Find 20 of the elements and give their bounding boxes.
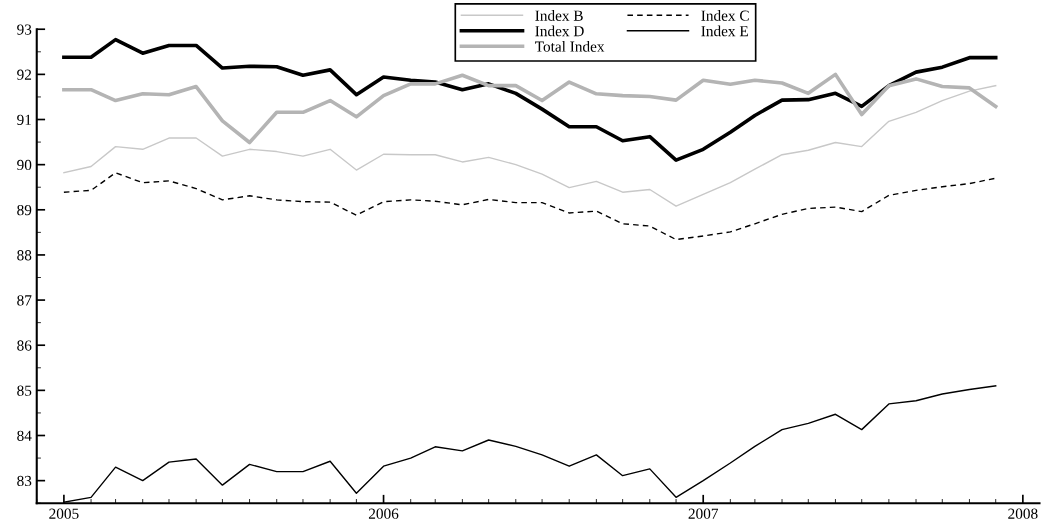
y-tick-label: 83 <box>17 475 32 487</box>
y-tick-label: 84 <box>17 430 32 441</box>
y-tick-label: 92 <box>17 69 32 80</box>
y-tick-label: 91 <box>17 114 31 125</box>
x-tick-label: 2005 <box>49 508 79 519</box>
y-tick-label: 86 <box>17 340 32 351</box>
y-tick-label: 87 <box>17 295 32 306</box>
legend-label: Index E <box>701 25 748 37</box>
y-tick-label: 90 <box>17 159 32 171</box>
legend-label: Index B <box>535 10 583 21</box>
x-tick-label: 2006 <box>368 508 399 519</box>
x-tick-label: 2008 <box>1008 508 1038 519</box>
y-tick-label: 93 <box>17 24 32 35</box>
legend-label: Index D <box>535 25 584 37</box>
legend-label: Index C <box>701 10 749 21</box>
y-tick-label: 85 <box>17 385 32 396</box>
y-tick-label: 89 <box>17 204 32 216</box>
y-tick-label: 88 <box>17 250 32 261</box>
legend-label: Total Index <box>535 41 605 52</box>
x-tick-label: 2007 <box>688 508 719 519</box>
